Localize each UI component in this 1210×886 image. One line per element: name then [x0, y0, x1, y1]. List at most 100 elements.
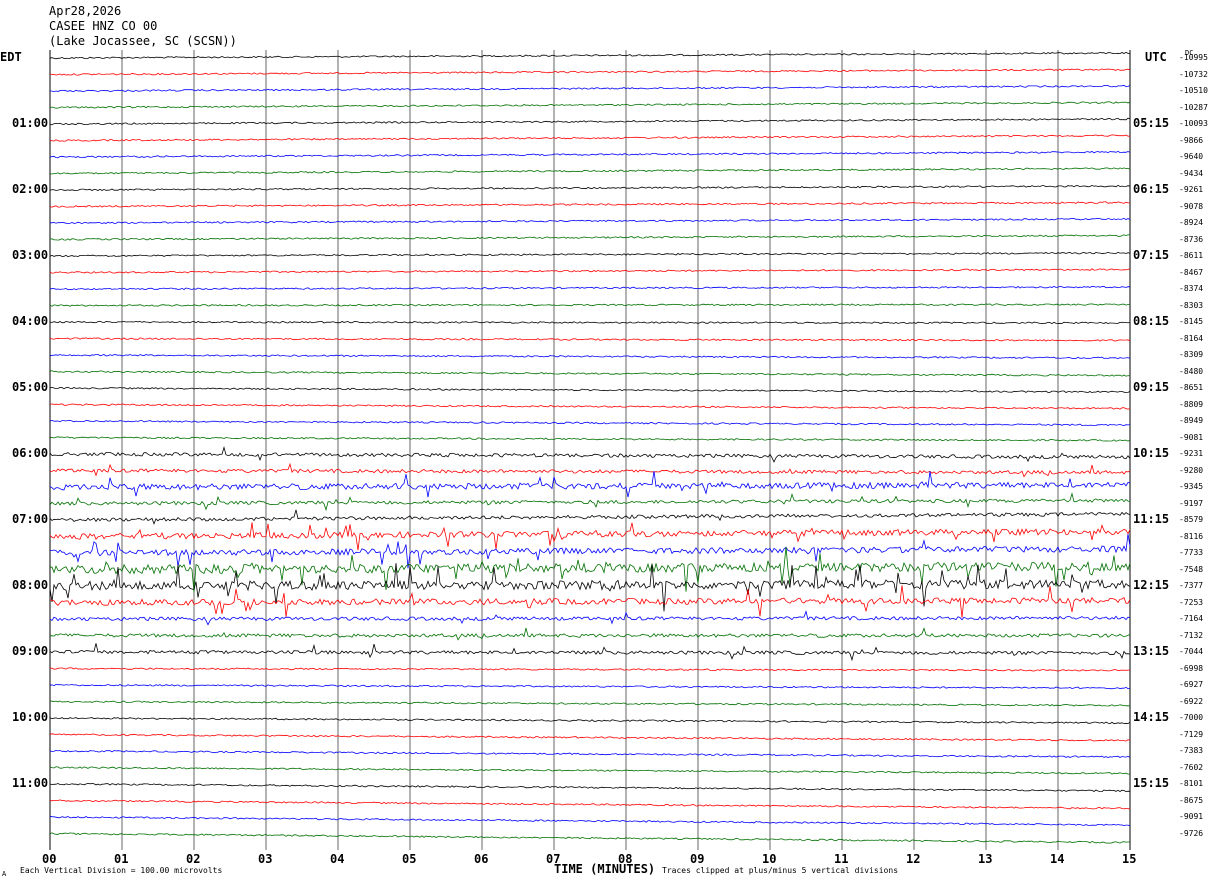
station-location: (Lake Jocassee, SC (SCSN)): [49, 34, 237, 48]
dc-offset-label: -8579: [1179, 515, 1204, 524]
x-tick-label: 13: [978, 852, 993, 866]
trace-line: [49, 117, 1131, 126]
dc-offset-label: -7377: [1179, 581, 1204, 590]
dc-offset-label: -9726: [1179, 828, 1204, 838]
trace-line: [49, 546, 1131, 593]
left-time-label: 06:00: [12, 446, 49, 460]
trace-line: [49, 585, 1131, 618]
x-tick-label: 14: [1050, 852, 1065, 866]
trace-line: [49, 403, 1131, 410]
right-time-label: 12:15: [1133, 578, 1170, 592]
dc-offset-label: -10995: [1179, 53, 1208, 62]
trace-line: [49, 150, 1131, 159]
dc-offset-label: -8164: [1179, 333, 1204, 343]
x-tick-label: 09: [690, 852, 705, 866]
dc-offset-label: -8101: [1179, 779, 1204, 788]
right-time-label: 07:15: [1133, 248, 1170, 262]
dc-offset-label: -7733: [1179, 548, 1204, 557]
trace-line: [49, 832, 1131, 844]
trace-line: [49, 353, 1131, 360]
left-timezone: EDT: [0, 50, 22, 64]
trace-line: [50, 217, 1131, 225]
dc-offset-label: -6998: [1179, 663, 1204, 673]
right-time-label: 09:15: [1133, 380, 1170, 394]
trace-line: [49, 234, 1131, 241]
dc-offset-label: -9078: [1179, 201, 1204, 211]
trace-line: [49, 51, 1131, 60]
record-date: Apr28,2026: [49, 4, 122, 18]
trace-line: [49, 509, 1131, 525]
trace-line: [49, 337, 1131, 342]
trace-line: [49, 68, 1131, 76]
trace-line: [49, 320, 1131, 325]
right-time-label: 13:15: [1133, 644, 1170, 658]
left-time-label: 04:00: [12, 314, 49, 328]
left-time-label: 10:00: [12, 710, 49, 724]
x-tick-label: 02: [186, 852, 201, 866]
dc-offset-label: -9197: [1179, 498, 1204, 508]
trace-line: [49, 749, 1131, 759]
trace-line: [49, 782, 1131, 793]
trace-line: [49, 386, 1131, 394]
dc-offset-label: -9640: [1179, 152, 1204, 161]
station-code: CASEE HNZ CO 00: [49, 19, 158, 33]
trace-line: [49, 492, 1131, 512]
dc-offset-label: -7602: [1179, 762, 1204, 772]
trace-line: [49, 370, 1131, 377]
dc-offset-label: -6927: [1179, 680, 1204, 689]
trace-line: [49, 522, 1131, 551]
dc-offset-label: -9081: [1179, 432, 1204, 442]
dc-offset-label: -10510: [1179, 86, 1208, 95]
trace-line: [49, 470, 1131, 498]
trace-line: [49, 815, 1131, 827]
dc-label: DC: [1185, 49, 1194, 57]
right-time-label: 15:15: [1133, 776, 1170, 790]
dc-offset-label: -8309: [1179, 350, 1204, 359]
trace-line: [49, 251, 1131, 258]
left-time-label: 09:00: [12, 644, 49, 658]
dc-offset-label: -8611: [1179, 251, 1204, 260]
right-time-label: 10:15: [1133, 446, 1170, 460]
x-tick-label: 10: [762, 852, 777, 866]
right-time-label: 05:15: [1133, 116, 1170, 130]
left-time-label: 01:00: [12, 116, 49, 130]
trace-line: [49, 285, 1131, 291]
dc-offset-label: -8736: [1179, 234, 1204, 244]
trace-line: [49, 700, 1131, 707]
x-tick-label: 03: [258, 852, 273, 866]
trace-line: [49, 643, 1131, 662]
x-tick-label: 06: [474, 852, 489, 866]
x-tick-label: 00: [42, 852, 57, 866]
dc-offset-label: -7383: [1179, 746, 1204, 755]
trace-line: [49, 627, 1131, 641]
dc-offset-label: -8949: [1179, 416, 1204, 425]
x-tick-label: 12: [906, 852, 921, 866]
right-timezone: UTC: [1145, 50, 1167, 64]
left-time-label: 02:00: [12, 182, 49, 196]
dc-offset-label: -8145: [1179, 317, 1204, 326]
trace-line: [49, 563, 1131, 612]
corner-mark: A: [2, 870, 7, 878]
trace-line: [49, 419, 1131, 427]
clip-note: Traces clipped at plus/minus 5 vertical …: [662, 866, 899, 875]
dc-offset-label: -9091: [1179, 812, 1204, 821]
trace-line: [49, 717, 1131, 725]
trace-line: [49, 184, 1131, 191]
dc-offset-label: -7000: [1179, 713, 1204, 722]
dc-offset-label: -7164: [1179, 614, 1204, 623]
dc-offset-label: -8116: [1179, 531, 1204, 541]
trace-line: [49, 667, 1130, 672]
x-tick-label: 08: [618, 852, 633, 866]
dc-offset-label: -8303: [1179, 300, 1204, 310]
trace-line: [49, 533, 1131, 569]
grid-lines: [49, 50, 1131, 850]
left-time-label: 03:00: [12, 248, 49, 262]
x-tick-label: 04: [330, 852, 345, 866]
trace-line: [49, 766, 1131, 775]
trace-line: [49, 201, 1130, 208]
dc-offset-label: -9280: [1179, 465, 1204, 475]
x-axis-label: TIME (MINUTES): [554, 862, 656, 876]
left-time-label: 05:00: [12, 380, 49, 394]
seismic-traces: [49, 51, 1131, 844]
